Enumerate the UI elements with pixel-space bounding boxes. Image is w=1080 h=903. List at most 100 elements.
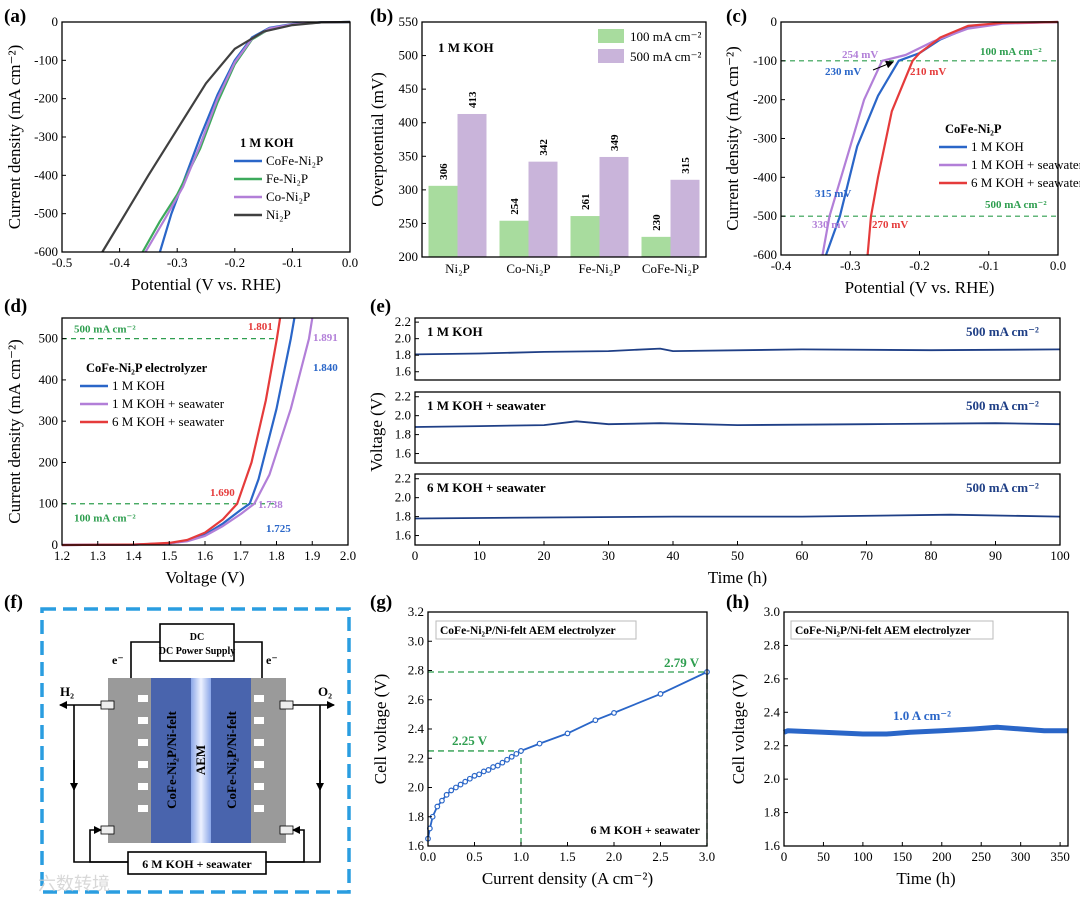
- chart-c-ytick-label: -200: [753, 92, 777, 107]
- chart-g-xtick-label: 1.5: [559, 849, 575, 864]
- data-point: [439, 797, 445, 804]
- chart-e-ytick-label: 2.0: [395, 331, 411, 346]
- data-point: [443, 791, 450, 798]
- chart-c-xtick-label: -0.3: [840, 258, 861, 273]
- chart-a-frame: [61, 21, 351, 253]
- chart-a-ytick-label: 0: [52, 14, 59, 29]
- chart-b-ytick-label: 400: [399, 115, 419, 130]
- chart-b-ytick-label: 500: [399, 48, 419, 63]
- chart-c-ylabel: Current density (mA cm⁻²): [723, 46, 742, 231]
- chart-e-condition-label: 6 M KOH + seawater: [427, 480, 546, 495]
- electron-right-label: e⁻: [266, 653, 278, 667]
- chart-e-sub-frame: [414, 317, 1061, 381]
- chart-d-xtick-label: 1.3: [90, 548, 106, 563]
- data-point: [513, 750, 520, 757]
- chart-c-ytick-label: -400: [753, 169, 777, 184]
- chart-e-xtick-label: 10: [473, 548, 486, 563]
- chart-g-xtick-label: 0.0: [420, 849, 436, 864]
- chart-c: 100 mA cm⁻² 500 mA cm⁻² -0.4 -0.3 -0.2 -0.1 0.…: [723, 14, 1080, 297]
- chart-e-xtick-label: 80: [925, 548, 938, 563]
- chart-h-xtick-label: 150: [893, 849, 913, 864]
- chart-d-ylabel: Current density (mA cm⁻²): [5, 339, 24, 524]
- chart-g-ylabel: Cell voltage (V): [371, 674, 390, 784]
- chart-e-ytick-label: 1.8: [395, 427, 411, 442]
- chart-c-ytick-label: -100: [753, 53, 777, 68]
- chart-d-xtick-label: 1.5: [161, 548, 177, 563]
- stability-trace: [783, 724, 1068, 737]
- chart-g-annotation: 6 M KOH + seawater: [591, 823, 701, 837]
- chart-c-annotation: 270 mV: [872, 219, 908, 231]
- chart-d-ytick-label: 100: [39, 496, 59, 511]
- chart-e: 1.61.82.02.21 M KOH 500 mA cm⁻²1.61.82.02…: [367, 314, 1070, 587]
- bar-value-label: 261: [580, 194, 592, 211]
- chart-c-ytick-label: -500: [753, 208, 777, 223]
- electrolyte-box: [127, 851, 267, 875]
- chart-h-ytick-label: 2.4: [764, 704, 781, 719]
- chart-e-xtick-label: 0: [412, 548, 419, 563]
- chart-a-legend-title: 1 M KOH: [240, 136, 294, 150]
- chart-h-annotation: 1.0 A cm⁻²: [893, 708, 951, 723]
- chart-g-frame: [427, 611, 708, 847]
- chart-b-ytick-label: 450: [399, 81, 419, 96]
- chart-b-ylabel: Overpotential (mV): [368, 72, 387, 207]
- data-point: [490, 764, 497, 770]
- chart-a-ytick-label: -500: [34, 206, 58, 221]
- bar-CoFe-Ni₂P-500 mA cm⁻²: [670, 179, 700, 257]
- chart-g-ytick-label: 2.2: [408, 750, 424, 765]
- chart-h-xtick-label: 100: [853, 849, 873, 864]
- chart-d-xtick-label: 1.2: [54, 548, 70, 563]
- chart-g-title-box: [435, 620, 637, 640]
- chart-g-ytick-label: 3.2: [408, 604, 424, 619]
- chart-d-legend-title: CoFe-Ni₂P electrolyzer: [86, 361, 208, 375]
- chart-e-xtick-label: 30: [602, 548, 615, 563]
- chart-a-ytick-label: -600: [34, 244, 58, 259]
- chart-a-xtick-label: -0.2: [225, 255, 246, 270]
- chart-a-xtick-label: -0.4: [109, 255, 130, 270]
- chart-c-ytick-label: -600: [753, 247, 777, 262]
- chart-b-frame: [421, 21, 707, 258]
- chart-e-condition-label: 1 M KOH: [427, 324, 483, 339]
- chart-a-xlabel: Potential (V vs. RHE): [131, 275, 281, 294]
- chart-h-ytick-label: 2.6: [764, 671, 781, 686]
- polarization-curve: [427, 671, 708, 839]
- bar-value-label: 349: [609, 134, 621, 151]
- chart-h-xtick-label: 50: [817, 849, 830, 864]
- chart-e-ytick-label: 1.8: [395, 509, 411, 524]
- trace-1 M KOH: [414, 347, 1061, 356]
- chart-h-ytick-label: 1.8: [764, 805, 780, 820]
- chart-e-xtick-label: 70: [860, 548, 873, 563]
- chart-g-ytick-label: 2.8: [408, 663, 424, 678]
- chart-h-title-box: [790, 620, 994, 640]
- chart-d-annotation: 1.891: [313, 332, 338, 344]
- data-point: [657, 691, 664, 697]
- bar-Ni₂P-500 mA cm⁻²: [457, 113, 487, 257]
- watermark: 六数转境: [38, 874, 110, 894]
- chart-h-xtick-label: 200: [932, 849, 952, 864]
- diagram-frame: [40, 607, 351, 894]
- chart-c-legend-label: 1 M KOH + seawater: [971, 157, 1080, 172]
- bar-Fe-Ni₂P-100 mA cm⁻²: [570, 216, 600, 257]
- chart-b-ytick-label: 300: [399, 182, 419, 197]
- chart-c-annotation: 315 mV: [815, 188, 851, 200]
- chart-e-xtick-label: 60: [796, 548, 809, 563]
- chart-g-xtick-label: 0.5: [466, 849, 482, 864]
- bar-CoFe-Ni₂P-100 mA cm⁻²: [641, 236, 671, 257]
- data-point: [448, 787, 455, 794]
- chart-g-ytick-label: 3.0: [408, 633, 424, 648]
- bar-value-label: 230: [651, 214, 663, 231]
- chart-d-ytick-label: 200: [39, 454, 59, 469]
- chart-g-xtick-label: 2.0: [606, 849, 622, 864]
- chart-g-ytick-label: 1.8: [408, 809, 424, 824]
- data-point: [564, 730, 571, 737]
- chart-h-xtick-label: 350: [1050, 849, 1070, 864]
- chart-e-sub-frame: [414, 391, 1061, 464]
- data-point: [592, 717, 599, 724]
- data-point: [536, 740, 543, 747]
- chart-e-xtick-label: 90: [989, 548, 1002, 563]
- chart-c-annotation: 330 mV: [812, 219, 848, 231]
- chart-d-annotation: 1.738: [258, 499, 283, 511]
- chart-a: -0.5 -0.4 -0.3 -0.2 -0.1 0.0 0 -100 -200 -300 -400…: [5, 14, 358, 294]
- chart-a-ytick-label: -300: [34, 129, 58, 144]
- chart-e-xtick-label: 50: [731, 548, 744, 563]
